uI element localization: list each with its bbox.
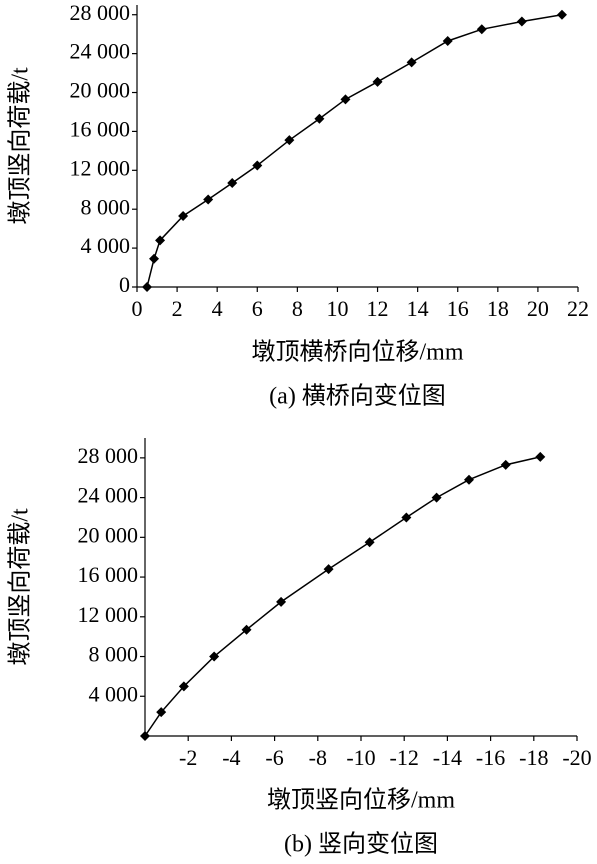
x-tick-label: 16: [447, 296, 469, 321]
y-tick-label: 4 000: [81, 233, 131, 258]
y-tick-label: 28 000: [78, 443, 139, 468]
y-tick-label: 12 000: [70, 155, 131, 180]
y-tick-label: 24 000: [78, 483, 139, 508]
data-point: [209, 651, 220, 662]
x-tick-label: 14: [407, 296, 429, 321]
data-point: [284, 135, 295, 146]
data-point: [149, 253, 160, 264]
data-point: [142, 282, 153, 292]
y-tick-label: 20 000: [78, 522, 139, 547]
data-point: [155, 235, 166, 246]
data-point: [252, 160, 263, 171]
y-tick-label: 12 000: [78, 602, 139, 627]
y-tick-label: 16 000: [70, 116, 131, 141]
x-tick-label: -14: [433, 745, 462, 770]
x-tick-label: -20: [562, 745, 591, 770]
data-point: [442, 35, 453, 46]
data-point: [464, 474, 474, 485]
data-point: [241, 624, 252, 635]
x-tick-label: 12: [367, 296, 389, 321]
data-point: [276, 596, 287, 607]
x-tick-label: -2: [179, 745, 197, 770]
y-tick-label: 24 000: [70, 39, 131, 64]
y-axis-label: 墩顶竖向荷载/t: [7, 67, 34, 225]
data-point: [156, 707, 167, 718]
x-tick-label: -16: [476, 745, 505, 770]
data-point: [140, 731, 150, 741]
data-point: [401, 512, 412, 523]
x-tick-label: 0: [132, 296, 143, 321]
y-tick-label: 20 000: [70, 78, 131, 103]
x-tick-label: 22: [567, 296, 589, 321]
x-tick-label: 20: [527, 296, 549, 321]
x-tick-label: -10: [346, 745, 375, 770]
x-tick-label: -18: [519, 745, 548, 770]
y-tick-label: 8 000: [89, 642, 139, 667]
data-point: [476, 24, 487, 35]
data-point: [372, 76, 383, 87]
x-tick-label: -4: [222, 745, 240, 770]
y-tick-label: 0: [119, 272, 130, 297]
data-line: [144, 456, 541, 737]
x-tick-label: 10: [326, 296, 348, 321]
data-line: [146, 13, 563, 288]
y-tick-label: 4 000: [89, 681, 139, 706]
x-tick-label: 6: [252, 296, 263, 321]
data-point: [340, 94, 351, 105]
x-axis-label: 墩顶竖向位移/mm: [267, 787, 455, 814]
data-point: [203, 194, 214, 205]
data-point: [178, 211, 189, 222]
x-tick-label: -12: [390, 745, 419, 770]
x-axis-label: 墩顶横桥向位移/mm: [251, 339, 463, 366]
y-tick-label: 16 000: [78, 562, 139, 587]
data-point: [406, 57, 417, 68]
x-tick-label: 2: [172, 296, 183, 321]
data-point: [323, 564, 334, 575]
x-tick-label: -8: [309, 745, 327, 770]
data-point: [431, 492, 442, 503]
x-tick-label: -6: [265, 745, 283, 770]
caption: (a) 横桥向变位图: [269, 383, 446, 410]
data-point: [516, 16, 527, 27]
data-point: [500, 459, 511, 470]
data-point: [227, 177, 238, 188]
y-axis-label: 墩顶竖向荷载/t: [7, 508, 34, 666]
x-tick-label: 4: [212, 296, 223, 321]
x-tick-label: 8: [292, 296, 303, 321]
data-point: [364, 537, 375, 548]
data-point: [556, 9, 567, 20]
y-tick-label: 28 000: [70, 0, 131, 25]
y-tick-label: 8 000: [81, 194, 131, 219]
data-point: [535, 451, 546, 462]
data-point: [178, 681, 189, 692]
caption: (b) 竖向变位图: [284, 831, 438, 858]
x-tick-label: 18: [487, 296, 509, 321]
data-point: [314, 113, 325, 124]
